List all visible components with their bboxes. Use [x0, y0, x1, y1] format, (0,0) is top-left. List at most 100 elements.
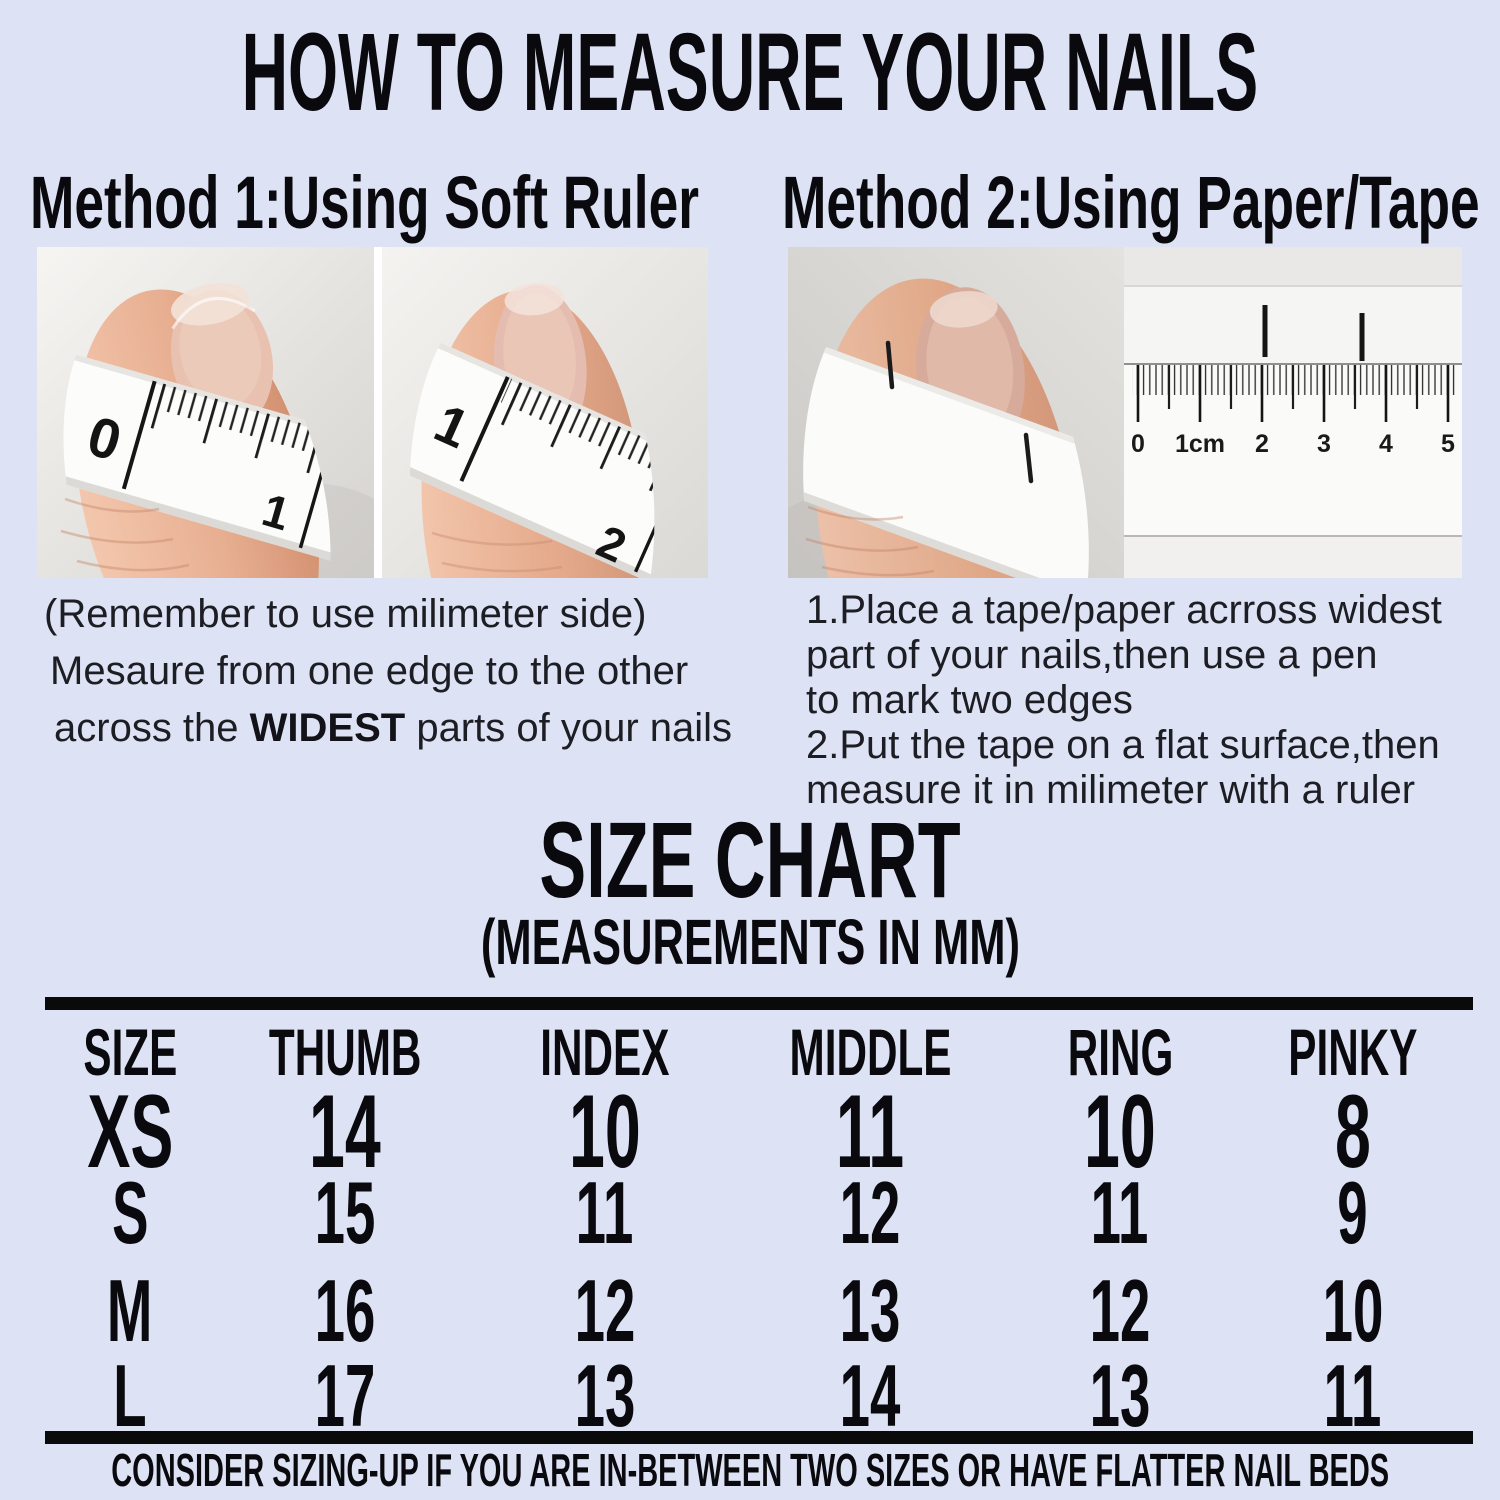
col-header-ring-label: RING [1067, 1015, 1173, 1089]
row-l-thumb: 17 [296, 1352, 394, 1440]
row-l-ring-value: 13 [1089, 1346, 1151, 1445]
row-m-thumb-value: 16 [314, 1261, 376, 1360]
method1-line3: across the WIDEST parts of your nails [54, 708, 732, 749]
row-xs-ring-value: 10 [1084, 1074, 1156, 1190]
method1-line3-pre: across the [54, 706, 250, 750]
ruler-label-0: 0 [1131, 430, 1145, 458]
method2-step2-line2: measure it in milimeter with a ruler [806, 768, 1416, 812]
col-header-size-label: SIZE [83, 1015, 177, 1089]
pen-mark-right [1023, 432, 1034, 484]
row-s-middle: 12 [821, 1169, 919, 1257]
method1-line2: Mesaure from one edge to the other [50, 649, 689, 693]
row-xs-index-value: 10 [569, 1074, 641, 1190]
row-s-size: S [101, 1169, 160, 1257]
row-l-middle: 14 [821, 1352, 919, 1440]
col-header-index-label: INDEX [540, 1015, 670, 1089]
size-chart-row-xs: XS 14 10 11 10 8 [45, 1080, 1470, 1184]
row-s-index: 11 [558, 1169, 651, 1257]
method1-line3-widest: WIDEST [249, 706, 406, 750]
row-xs-middle: 11 [815, 1080, 925, 1184]
row-l-size-label: L [113, 1346, 147, 1445]
row-xs-thumb: 14 [287, 1080, 403, 1184]
table-bottom-rule [45, 1431, 1473, 1444]
row-l-middle-value: 14 [839, 1346, 901, 1445]
row-xs-pinky-value: 8 [1334, 1074, 1371, 1190]
row-xs-ring: 10 [1062, 1080, 1178, 1184]
row-xs-pinky: 8 [1324, 1080, 1382, 1184]
row-m-index: 12 [556, 1267, 654, 1355]
method2-heading-wrap: Method 2:Using Paper/Tape [782, 166, 1500, 240]
row-s-index-value: 11 [576, 1163, 634, 1262]
row-m-middle: 13 [821, 1267, 919, 1355]
size-chart-row-m: M 16 12 13 12 10 [45, 1264, 1470, 1358]
photo-ruler-with-marked-tape: 0 1cm 2 3 4 5 [1124, 247, 1462, 578]
marked-tape-strip [1124, 287, 1462, 365]
row-s-pinky-value: 9 [1337, 1163, 1368, 1262]
row-s-pinky: 9 [1328, 1169, 1377, 1257]
photo-soft-ruler-thumb-1: 0 1 [37, 247, 374, 578]
col-header-ring: RING [1038, 1019, 1203, 1085]
ruler-label-3: 3 [1317, 430, 1331, 458]
row-m-size: M [93, 1267, 166, 1355]
footnote-row: CONSIDER SIZING-UP IF YOU ARE IN-BETWEEN… [0, 1447, 1500, 1493]
row-s-middle-value: 12 [839, 1163, 901, 1262]
row-l-pinky-value: 11 [1323, 1346, 1382, 1445]
ruler-labels: 0 1cm 2 3 4 5 [1131, 430, 1455, 458]
row-l-index-value: 13 [574, 1346, 636, 1445]
row-l-ring: 13 [1071, 1352, 1169, 1440]
col-header-thumb-label: THUMB [268, 1015, 422, 1089]
method2-step2-line1: 2.Put the tape on a flat surface,then [806, 723, 1440, 767]
method1-heading-wrap: Method 1:Using Soft Ruler [30, 166, 959, 240]
size-chart-footnote: CONSIDER SIZING-UP IF YOU ARE IN-BETWEEN… [111, 1444, 1389, 1496]
method1-photos: 0 1 [37, 247, 708, 578]
method2-photos: 0 1cm 2 3 4 5 [788, 247, 1462, 578]
ruler-label-2: 2 [1255, 430, 1269, 458]
ruler-top-edge [1124, 363, 1462, 366]
method2-step1-line1: 1.Place a tape/paper acrross widest [806, 588, 1442, 632]
row-l-size: L [103, 1352, 157, 1440]
method2-step1-line2: part of your nails,then use a pen [806, 633, 1378, 677]
method1-note: (Remember to use milimeter side) [44, 592, 647, 636]
row-l-thumb-value: 17 [314, 1346, 376, 1445]
ruler-label-5: 5 [1441, 430, 1455, 458]
ruler-cm-ticks [1136, 365, 1450, 422]
page-title-row: HOW TO MEASURE YOUR NAILS [0, 18, 1500, 128]
size-chart-row-s: S 15 11 12 11 9 [45, 1166, 1470, 1260]
col-header-middle: MIDDLE [744, 1019, 997, 1085]
size-chart-subtitle: (MEASUREMENTS IN MM) [480, 906, 1020, 978]
row-s-ring-value: 11 [1091, 1163, 1149, 1262]
col-header-index: INDEX [504, 1019, 706, 1085]
row-l-pinky: 11 [1306, 1352, 1399, 1440]
col-header-pinky: PINKY [1252, 1019, 1454, 1085]
photo-paper-band-thumb [788, 247, 1124, 578]
row-m-ring-value: 12 [1089, 1261, 1151, 1360]
size-chart-subtitle-row: (MEASUREMENTS IN MM) [0, 910, 1500, 974]
row-s-thumb-value: 15 [314, 1163, 376, 1262]
col-header-pinky-label: PINKY [1287, 1015, 1418, 1089]
row-s-size-label: S [111, 1163, 149, 1262]
knuckle-wrinkles [431, 531, 563, 573]
ruler-label-1cm: 1cm [1175, 430, 1225, 458]
method2-instructions: 1.Place a tape/paper acrross widest part… [806, 588, 1442, 813]
measuring-tape-band: 1 2 [398, 305, 666, 578]
row-xs-index: 10 [547, 1080, 663, 1184]
size-chart-title-row: SIZE CHART [0, 806, 1500, 914]
row-s-ring: 11 [1073, 1169, 1166, 1257]
row-m-middle-value: 13 [839, 1261, 901, 1360]
tape-top-edge [1124, 285, 1462, 287]
row-m-size-label: M [107, 1261, 153, 1360]
method2-heading: Method 2:Using Paper/Tape [782, 161, 1480, 244]
row-xs-thumb-value: 14 [309, 1074, 381, 1190]
row-m-pinky: 10 [1304, 1267, 1402, 1355]
surface-below-ruler [1124, 537, 1462, 578]
row-xs-size-label: XS [86, 1074, 173, 1190]
table-surface [1124, 247, 1462, 285]
page-title: HOW TO MEASURE YOUR NAILS [241, 11, 1259, 134]
row-xs-size: XS [61, 1080, 200, 1184]
method2-step1-line3: to mark two edges [806, 678, 1133, 722]
col-header-middle-label: MIDDLE [789, 1015, 951, 1089]
row-m-thumb: 16 [296, 1267, 394, 1355]
col-header-thumb: THUMB [226, 1019, 464, 1085]
table-top-rule [45, 997, 1473, 1010]
